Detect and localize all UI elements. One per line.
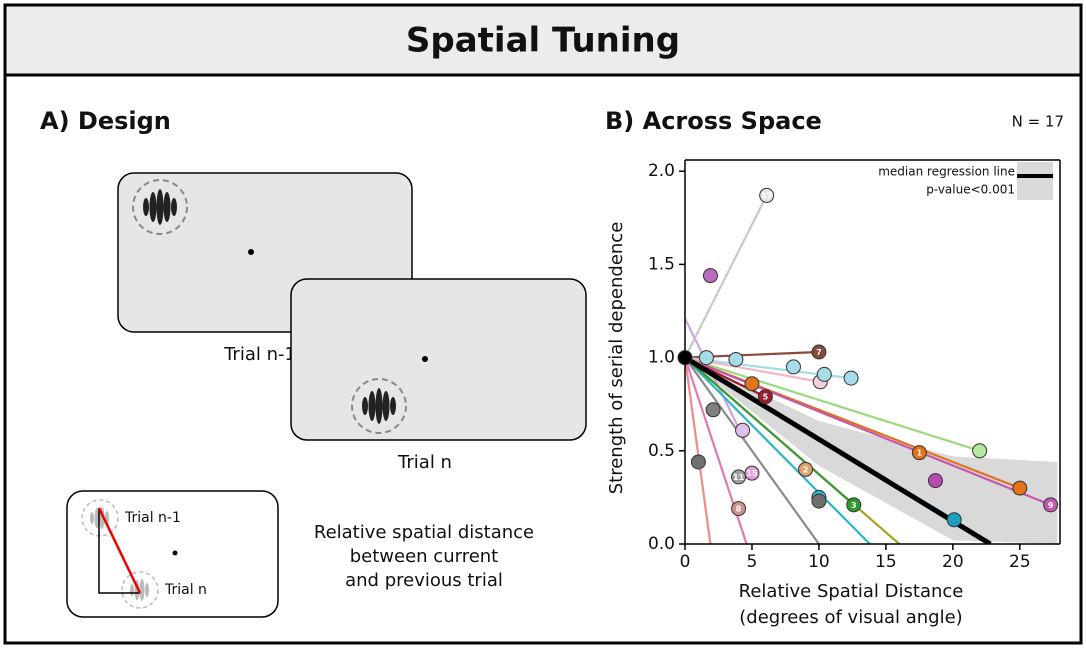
regression-line <box>685 356 871 544</box>
point-label: 8 <box>736 505 742 514</box>
participant-point <box>698 350 714 366</box>
y-tick-label: 1.5 <box>648 254 675 274</box>
x-tick-label: 5 <box>747 552 758 572</box>
participant-point <box>811 344 827 360</box>
participant-point <box>846 497 862 513</box>
participant-point <box>705 402 721 418</box>
header-band <box>3 3 1083 77</box>
participant-point <box>843 370 859 386</box>
regression-line <box>685 357 712 544</box>
regression-line <box>685 356 820 544</box>
legend-label: p-value<0.001 <box>926 183 1015 197</box>
participant-point <box>759 187 775 203</box>
participant-point <box>690 454 706 470</box>
inset-label: Trial n <box>164 582 207 598</box>
sample-size: N = 17 <box>1012 113 1064 131</box>
participant-point <box>731 501 747 517</box>
participant-point <box>972 443 988 459</box>
x-tick-label: 20 <box>942 552 964 572</box>
point-label: 2 <box>803 465 809 474</box>
participant-point <box>1012 480 1028 496</box>
participant-point <box>946 512 962 528</box>
y-tick-label: 2.0 <box>648 161 675 181</box>
regression-line <box>685 194 768 359</box>
trial-label: Trial n-1 <box>223 344 296 365</box>
distance-inset <box>66 490 279 618</box>
confidence-band <box>685 357 1058 544</box>
panel-heading: A) Design <box>40 107 171 135</box>
trial-label: Trial n <box>397 452 452 473</box>
median-line <box>685 355 992 544</box>
participant-point <box>735 422 751 438</box>
title: Spatial Tuning <box>406 21 680 61</box>
point-label: 15 <box>746 469 758 478</box>
caption: and previous trial <box>345 570 503 591</box>
x-tick-label: 15 <box>875 552 897 572</box>
participant-point <box>757 389 773 405</box>
regression-line <box>685 317 747 442</box>
point-label: 3 <box>851 501 857 510</box>
caption: Relative spatial distance <box>314 522 534 543</box>
participant-point <box>911 445 927 461</box>
participant-point <box>744 465 760 481</box>
y-axis-label: Strength of serial dependence <box>606 222 627 495</box>
y-tick-label: 0.0 <box>648 534 675 554</box>
point-label: 11 <box>733 473 745 482</box>
x-tick-label: 10 <box>808 552 830 572</box>
y-tick-label: 1.0 <box>648 348 675 368</box>
participant-point <box>1043 497 1059 513</box>
x-tick-label: 25 <box>1009 552 1031 572</box>
x-axis-label: Relative Spatial Distance <box>739 581 964 602</box>
legend-label: median regression line <box>878 165 1015 179</box>
participant-point <box>798 461 814 477</box>
point-label: 1 <box>917 449 923 458</box>
participant-point <box>702 268 718 284</box>
participant-point <box>728 351 744 367</box>
legend-band <box>1017 162 1053 200</box>
point-label: 17 <box>761 191 772 200</box>
caption: between current <box>350 546 499 567</box>
panel-heading: B) Across Space <box>605 107 822 135</box>
x-tick-label: 0 <box>680 552 691 572</box>
point-label: 7 <box>816 348 822 357</box>
x-axis-label: (degrees of visual angle) <box>739 607 962 628</box>
participant-point <box>816 366 832 382</box>
y-tick-label: 0.5 <box>648 441 675 461</box>
participant-point <box>744 376 760 392</box>
participant-point <box>785 359 801 375</box>
participant-point <box>927 473 943 489</box>
regression-line <box>685 356 980 452</box>
participant-point <box>811 493 827 509</box>
trial-curr-screen <box>290 278 587 441</box>
point-label: 5 <box>763 393 769 402</box>
point-label: 9 <box>1048 501 1054 510</box>
inset-label: Trial n-1 <box>124 510 181 526</box>
regression-line <box>685 356 855 506</box>
